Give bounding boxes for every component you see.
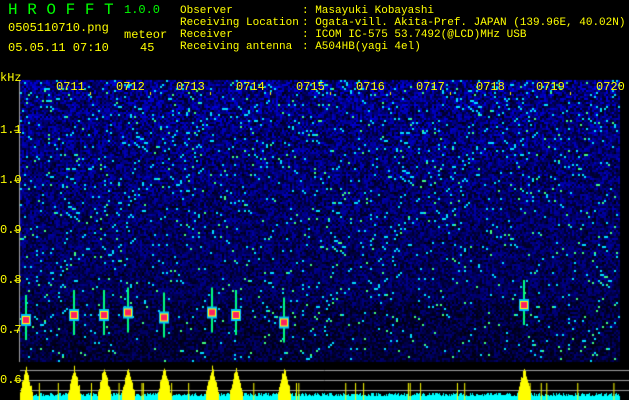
x-tick-label: 0716	[356, 80, 385, 94]
info-value: : Ogata-vill. Akita-Pref. JAPAN (139.96E…	[302, 17, 626, 29]
info-value: : Masayuki Kobayashi	[302, 5, 435, 17]
x-tick-label: 0720	[596, 80, 625, 94]
y-tick-label: 1.1	[0, 123, 22, 137]
x-tick-label: 0715	[296, 80, 325, 94]
y-tick-label: 0.9	[0, 223, 22, 237]
y-tick-label: 0.7	[0, 323, 22, 337]
info-value: : ICOM IC-575 53.7492(@LCD)MHz USB	[302, 29, 527, 41]
info-label: Observer	[180, 5, 233, 17]
app-title: H R O F F T	[8, 1, 114, 19]
x-tick-label: 0713	[176, 80, 205, 94]
info-row: Receiving Location: Ogata-vill. Akita-Pr…	[180, 17, 625, 29]
info-label: Receiving antenna	[180, 41, 293, 53]
x-tick-label: 0711	[56, 80, 85, 94]
y-axis-label: kHz	[0, 71, 22, 85]
y-tick-label: 0.8	[0, 273, 22, 287]
y-tick-label: 1.0	[0, 173, 22, 187]
x-tick-label: 0714	[236, 80, 265, 94]
info-row: Receiving antenna : A504HB(yagi 4el)	[180, 41, 421, 53]
x-tick-label: 0718	[476, 80, 505, 94]
app-version: 1.0.0	[124, 3, 161, 17]
info-label: Receiver	[180, 29, 233, 41]
info-row: Observer : Masayuki Kobayashi	[180, 5, 434, 17]
info-label: Receiving Location	[180, 17, 299, 29]
info-row: Receiver : ICOM IC-575 53.7492(@LCD)MHz U…	[180, 29, 526, 41]
info-value: : A504HB(yagi 4el)	[302, 41, 421, 53]
x-tick-label: 0717	[416, 80, 445, 94]
filename: 0505110710.png	[8, 21, 109, 35]
x-tick-label: 0712	[116, 80, 145, 94]
meteor-count: 45	[140, 41, 155, 55]
x-tick-label: 0719	[536, 80, 565, 94]
datetime: 05.05.11 07:10	[8, 41, 109, 55]
y-tick-label: 0.6	[0, 373, 22, 387]
meteor-label: meteor	[124, 28, 168, 42]
